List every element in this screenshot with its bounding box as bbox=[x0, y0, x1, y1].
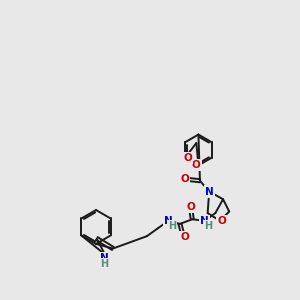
Text: N: N bbox=[200, 216, 209, 226]
Text: H: H bbox=[168, 221, 176, 231]
Text: O: O bbox=[183, 153, 192, 163]
Text: O: O bbox=[186, 202, 195, 212]
Text: O: O bbox=[180, 174, 189, 184]
Text: N: N bbox=[100, 253, 109, 263]
Text: N: N bbox=[205, 187, 214, 196]
Text: N: N bbox=[164, 216, 173, 226]
Text: H: H bbox=[204, 221, 212, 231]
Text: O: O bbox=[217, 216, 226, 226]
Text: O: O bbox=[180, 232, 189, 242]
Text: H: H bbox=[100, 259, 108, 269]
Text: O: O bbox=[192, 160, 200, 170]
